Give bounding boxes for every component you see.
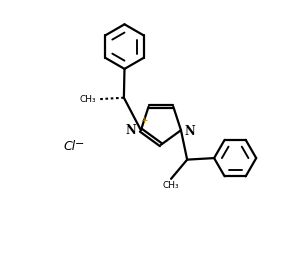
Text: +: + [140,116,148,125]
Text: N: N [126,124,137,137]
Text: N: N [184,125,195,138]
Text: CH₃: CH₃ [162,181,179,190]
Text: −: − [75,139,85,149]
Text: CH₃: CH₃ [79,95,96,104]
Text: Cl: Cl [64,140,76,153]
